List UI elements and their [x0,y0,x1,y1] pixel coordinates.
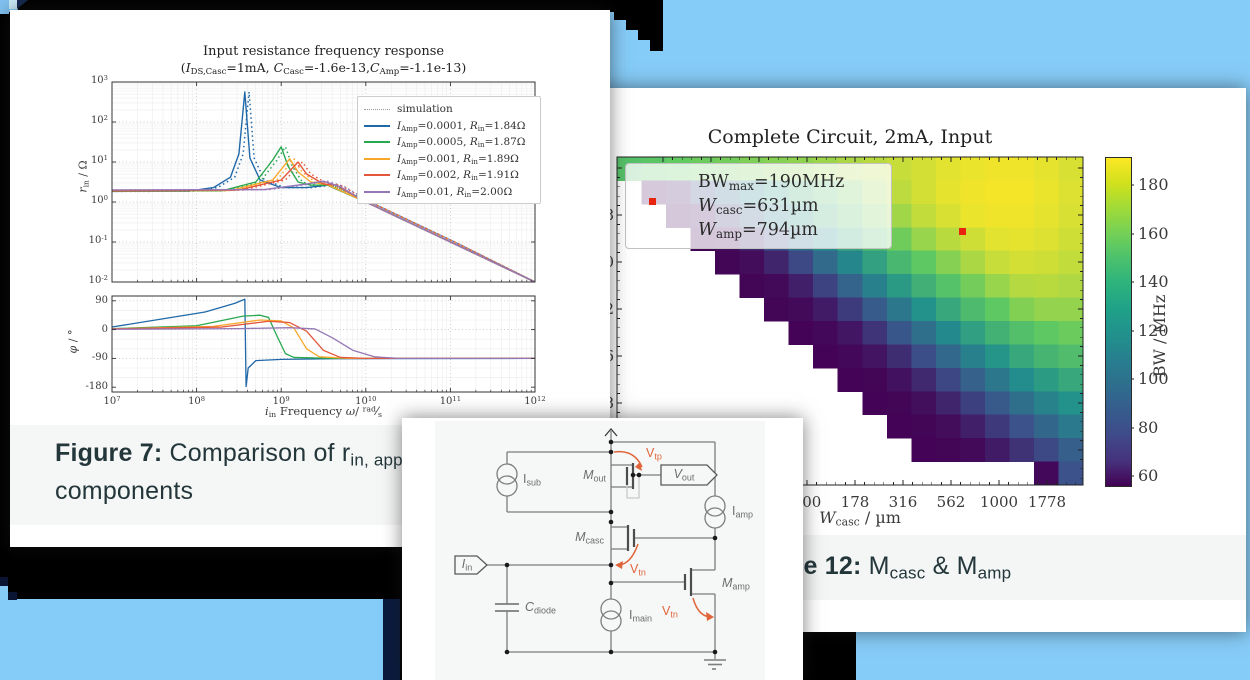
tick-label: 80 [1138,418,1159,437]
deco-corner-cyan [9,0,18,9]
tick-label: 10-1 [88,233,108,246]
tick-label: 180 [1138,175,1169,194]
tick-label: 102 [90,113,108,126]
label-i-in: Iin [461,557,473,573]
tick-label: 103 [90,73,108,86]
annotation-line: BWmax=190MHz [698,172,845,193]
tick-label: 120 [1138,321,1169,340]
legend-sample-line [364,174,390,177]
label-v-tp: Vtp [646,446,662,462]
tick-label: 108 [188,394,206,407]
legend-sample-line [364,108,390,110]
tick-label: 562 [936,493,966,511]
tick-label: 1000 [979,493,1019,511]
circuit-card: Isub Mout Vout Iamp Mcasc Iin Cdiode Ima… [402,418,803,680]
deco-black-sliver [400,599,402,680]
tick-label: 1012 [524,394,546,407]
label-v-tn-1: Vtn [630,562,646,578]
legend-item: simulation [360,101,538,118]
tick-label: 178 [840,493,870,511]
junction-dots [504,439,718,655]
label-m-amp: Mamp [722,576,750,592]
legend-sample-line [364,141,390,144]
deco-navy-step1 [0,577,8,586]
legend-sample-line [364,124,390,127]
tick-label: 1010 [355,394,377,407]
freqresp-title: Input resistance frequency response [202,44,445,59]
label-i-main: Imain [629,608,652,624]
colorbar [1105,157,1132,487]
circuit-schematic [454,428,726,670]
label-i-sub: Isub [523,472,541,488]
legend-sample-line [364,157,390,160]
figure7-caption-line1: Figure 7: Comparison of rin, appr [55,439,409,470]
tick-label: 90 [95,294,108,306]
heatmap-annotation: BWmax=190MHz Wcasc=631µm Wamp=794µm [625,163,892,249]
heatmap-marker-secondary [649,198,656,205]
tick-label: 0 [101,323,108,335]
tick-label: 60 [1138,466,1159,485]
tick-label: -180 [85,381,108,393]
tick-label: 100 [1138,369,1169,388]
circuit-figure-bg [435,421,765,680]
deco-corner-navy-tri [17,0,28,9]
tick-label: 101 [90,153,108,166]
annotation-line: Wcasc=631µm [698,196,819,217]
legend-item: IAmp=0.002, Rin=1.91Ω [360,167,538,184]
legend-label: IAmp=0.0005, Rin=1.87Ω [397,136,526,150]
label-m-out: Mout [583,468,606,484]
label-v-out: Vout [673,467,695,483]
label-c-diode: Cdiode [525,600,557,616]
heatmap-title: Complete Circuit, 2mA, Input [707,126,993,148]
legend-label: simulation [397,103,453,116]
legend-item: IAmp=0.0001, Rin=1.84Ω [360,118,538,135]
tick-label: 10-2 [88,273,108,286]
figure7-caption-line2: components [55,477,194,505]
deco-black-left [0,12,10,577]
legend-label: IAmp=0.001, Rin=1.89Ω [397,152,519,166]
heatmap-marker-best [959,228,966,235]
tick-label: -90 [91,352,108,364]
legend-item: IAmp=0.001, Rin=1.89Ω [360,151,538,168]
tick-label: 140 [1138,272,1169,291]
legend-item: IAmp=0.01, Rin=2.00Ω [360,184,538,201]
deco-navy-strip [383,599,400,680]
freqresp-subtitle: (IDS,Casc=1mA, CCasc=-1.6e-13,CAmp=-1.1e… [180,60,467,78]
freq-xlabel: iin Frequency ω/ rad⁄s [265,404,382,419]
annotation-line: Wamp=794µm [698,220,819,241]
tick-label: 107 [103,394,121,407]
deco-navy-step2 [8,592,17,600]
label-m-casc: Mcasc [575,530,604,546]
legend-label: IAmp=0.01, Rin=2.00Ω [397,185,513,199]
deco-black-bottom-center [802,632,856,680]
tick-label: 1778 [1027,493,1067,511]
deco-corner-blue [0,0,9,14]
deco-black-bottom [10,547,402,599]
tick-label: 109 [272,394,290,407]
tick-label: 100 [90,193,108,206]
legend-sample-line [364,190,390,193]
legend-item: IAmp=0.0005, Rin=1.87Ω [360,134,538,151]
heatmap-xlabel: Wcasc / µm [819,508,901,529]
tick-label: 160 [1138,224,1169,243]
tick-label: 316 [888,493,918,511]
tick-label: 1011 [439,394,462,407]
legend-label: IAmp=0.0001, Rin=1.84Ω [397,119,526,133]
legend-label: IAmp=0.002, Rin=1.91Ω [397,169,519,183]
label-v-tn-2: Vtn [662,604,678,620]
label-i-amp: Iamp [732,504,753,520]
freqresp-legend: simulation IAmp=0.0001, Rin=1.84Ω IAmp=0.0… [357,96,541,204]
